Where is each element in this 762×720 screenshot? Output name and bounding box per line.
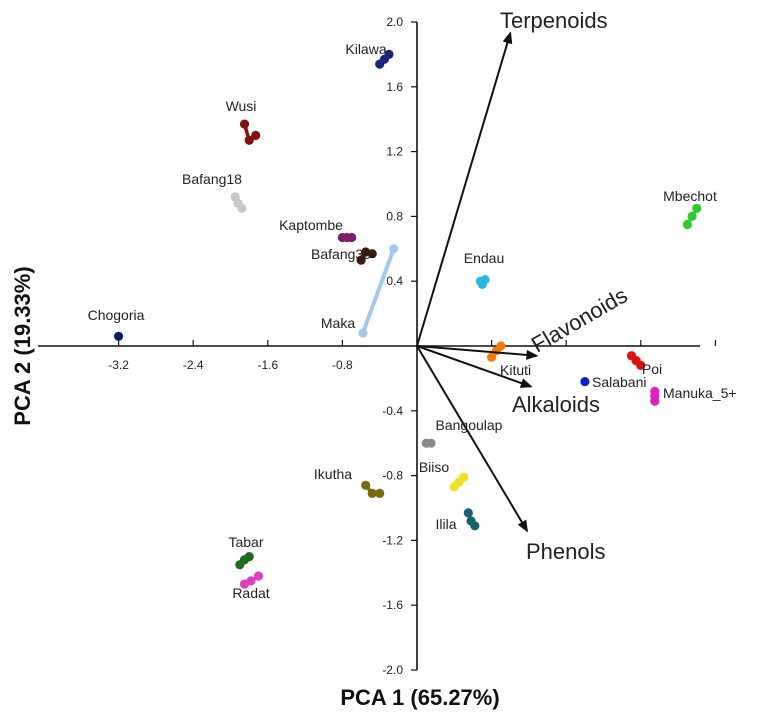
vector-label: Terpenoids [500,8,608,33]
group-label: Kilawa [345,41,386,57]
y-tick-label: -0.4 [382,404,403,418]
data-point [237,203,247,213]
y-tick-label: 0.4 [386,274,403,288]
data-point [253,571,264,581]
data-point [361,480,371,490]
vector-label: Alkaloids [512,392,600,417]
data-point [687,211,697,221]
data-point [347,232,357,243]
data-point [375,488,385,498]
group-label: Bafang18 [182,171,242,187]
y-tick-label: 0.8 [386,209,403,223]
vector-label: Phenols [526,539,606,564]
axes: -3.2 -2.4 -1.6 -0.8 2.0 1.6 1.2 0.8 0.4 -0.4 -0.8 -… [38,15,717,677]
data-series [114,49,702,589]
loading-vectors [416,31,539,533]
y-tick-label: -1.2 [382,533,403,547]
data-point [244,552,254,562]
data-point [251,130,261,140]
y-tick-label: 1.6 [386,80,403,94]
group-label: Biiso [419,459,450,475]
y-tick-label: 2.0 [386,15,403,29]
group-label: Tabar [228,534,263,550]
group-label: Wusi [226,98,257,114]
group-label: Kaptombe [279,217,343,233]
group-label: Chogoria [88,307,145,323]
data-point [682,219,693,230]
y-tick-label: -0.8 [382,469,403,483]
y-tick-label: 1.2 [386,145,403,159]
group-label: Maka [321,315,355,331]
data-point [239,119,250,129]
group-label: Mbechot [663,188,717,204]
data-point [496,341,506,351]
vector-arrow [416,31,513,347]
data-point [367,488,377,498]
group-label: Bangoulap [436,417,503,433]
vector-arrow [416,345,529,533]
x-tick-label: -2.4 [183,358,204,372]
labels: Kilawa Wusi Bafang18 Kaptombe Bafang30 Maka Ch… [88,8,737,601]
x-tick-label: -3.2 [108,358,129,372]
group-label: Kituti [500,362,531,378]
data-point [636,360,646,370]
group-label: Salabani [592,374,647,390]
data-point [358,328,368,338]
data-point [580,377,590,387]
data-point [114,331,124,341]
group-label: Ikutha [314,466,352,482]
data-point [650,396,660,406]
group-label: Radat [232,585,269,601]
y-tick-label: -1.6 [382,598,403,612]
x-tick-label: -0.8 [332,358,353,372]
data-point [477,279,487,289]
vector-arrow [416,345,539,360]
data-point [463,508,473,518]
group-label: Manuka_5+ [663,385,737,401]
group-label: Ilila [435,516,456,532]
data-point [384,49,394,60]
data-point [426,438,436,448]
data-point [389,244,399,254]
series-line [360,246,396,335]
data-point [459,472,469,482]
x-tick-label: -1.6 [257,358,278,372]
group-label: Bafang30 [311,246,371,262]
vector-arrow [416,345,533,388]
data-point [470,521,480,531]
y-tick-label: -2.0 [382,663,403,677]
data-point [692,203,702,213]
data-point [244,135,254,145]
data-point [246,576,256,586]
x-axis-title: PCA 1 (65.27%) [340,685,499,710]
data-point [356,255,366,265]
group-label: Poi [642,361,662,377]
data-point [367,249,377,259]
y-axis-title: PCA 2 (19.33%) [10,266,35,425]
group-label: Endau [464,250,504,266]
data-point [487,352,497,362]
